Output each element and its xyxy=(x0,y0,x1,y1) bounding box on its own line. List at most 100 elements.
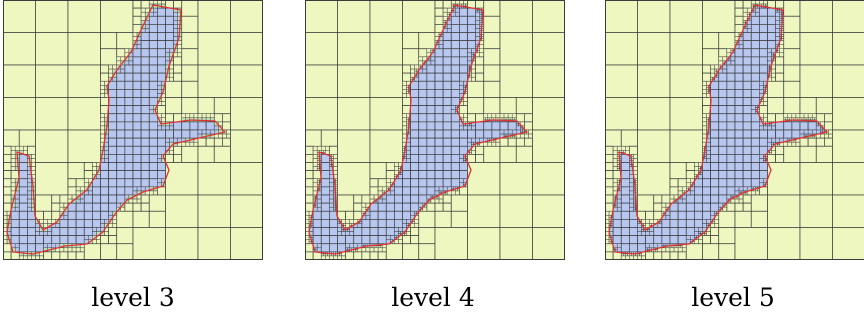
mesh-cell xyxy=(222,133,227,139)
mesh-cell xyxy=(450,154,460,163)
mesh-cell xyxy=(803,129,809,135)
mesh-cell xyxy=(726,89,736,98)
mesh-cell xyxy=(532,227,565,260)
mesh-cell xyxy=(59,219,69,228)
mesh-cell xyxy=(197,32,231,66)
mesh-cell xyxy=(349,243,354,249)
mesh-cell xyxy=(426,48,432,54)
mesh-cell xyxy=(455,11,460,17)
mesh-cell xyxy=(685,194,695,204)
mesh-cell xyxy=(637,162,671,196)
mesh-cell xyxy=(767,154,776,163)
mesh-cell xyxy=(775,113,785,123)
mesh-cell xyxy=(422,206,428,212)
mesh-cell xyxy=(450,145,460,155)
mesh-cell xyxy=(363,243,367,247)
mesh-cell xyxy=(3,251,12,260)
mesh-cell xyxy=(775,56,785,66)
mesh-cell xyxy=(625,253,628,257)
mesh-cell xyxy=(329,190,334,196)
mesh-cell xyxy=(116,113,126,123)
mesh-cell xyxy=(759,72,768,82)
mesh-cell xyxy=(779,16,782,19)
mesh-cell xyxy=(18,186,28,196)
mesh-cell xyxy=(406,117,409,121)
mesh-cell xyxy=(314,204,318,208)
mesh-cell xyxy=(67,219,77,228)
mesh-cell xyxy=(112,76,117,82)
mesh-cell xyxy=(108,89,118,98)
mesh-cell xyxy=(763,158,766,161)
mesh-cell xyxy=(459,170,468,180)
mesh-cell xyxy=(816,125,821,131)
mesh-cell xyxy=(75,202,85,212)
mesh-cell xyxy=(434,0,444,9)
mesh-cell xyxy=(637,97,671,131)
mesh-cell xyxy=(459,145,468,155)
mesh-cell xyxy=(418,105,428,115)
mesh-cell xyxy=(459,24,468,33)
mesh-cell xyxy=(459,40,468,50)
mesh-cell xyxy=(767,52,772,58)
mesh-cell xyxy=(686,186,689,190)
mesh-cell xyxy=(312,182,318,188)
mesh-cell xyxy=(637,0,671,33)
mesh-cell xyxy=(149,190,154,196)
mesh-cell xyxy=(357,223,363,228)
mesh-cell xyxy=(51,235,61,245)
mesh-cell xyxy=(189,141,195,147)
mesh-cell xyxy=(759,64,768,74)
mesh-cell xyxy=(450,80,460,90)
mesh-cell xyxy=(418,64,422,68)
mesh-cell xyxy=(698,227,703,232)
mesh-cell xyxy=(27,219,36,228)
mesh-cell xyxy=(647,229,650,232)
mesh-cell xyxy=(426,194,432,200)
mesh-cell xyxy=(771,141,774,145)
mesh-cell xyxy=(369,178,379,188)
mesh-cell xyxy=(402,0,436,33)
mesh-cell xyxy=(710,105,720,115)
mesh-cell xyxy=(361,235,371,245)
mesh-cell xyxy=(341,229,344,232)
mesh-cell xyxy=(483,32,501,50)
mesh-cell xyxy=(390,235,395,240)
mesh-cell xyxy=(771,48,776,54)
mesh-cell xyxy=(620,178,630,188)
mesh-cell xyxy=(406,158,411,163)
mesh-cell xyxy=(116,97,126,106)
mesh-cell xyxy=(128,60,134,66)
mesh-cell xyxy=(434,89,444,98)
mesh-cell xyxy=(100,72,109,82)
mesh-cell xyxy=(83,170,93,180)
mesh-cell xyxy=(637,32,671,66)
mesh-cell xyxy=(140,64,150,74)
mesh-cell xyxy=(100,85,105,90)
mesh-cell xyxy=(491,141,497,147)
mesh-cell xyxy=(402,85,407,90)
mesh-cell xyxy=(312,162,318,167)
mesh-cell xyxy=(681,186,687,192)
mesh-cell xyxy=(27,190,32,196)
mesh-cell xyxy=(653,227,663,236)
mesh-cell xyxy=(14,202,20,208)
mesh-cell xyxy=(499,97,517,115)
mesh-cell xyxy=(345,223,350,228)
mesh-cell xyxy=(92,186,101,196)
mesh-cell xyxy=(728,58,732,62)
mesh-cell xyxy=(685,210,695,220)
mesh-cell xyxy=(124,105,134,115)
mesh-cell xyxy=(325,253,328,257)
mesh-cell xyxy=(714,76,719,82)
mesh-cell xyxy=(185,113,191,119)
mesh-cell xyxy=(148,121,158,131)
mesh-cell xyxy=(738,198,744,204)
mesh-cell xyxy=(434,202,444,212)
mesh-cell xyxy=(39,219,44,224)
mesh-cell xyxy=(67,227,77,236)
mesh-cell xyxy=(337,32,371,66)
mesh-cell xyxy=(718,186,728,196)
mesh-cell xyxy=(669,235,679,245)
mesh-cell xyxy=(43,210,53,220)
mesh-cell xyxy=(706,223,709,226)
